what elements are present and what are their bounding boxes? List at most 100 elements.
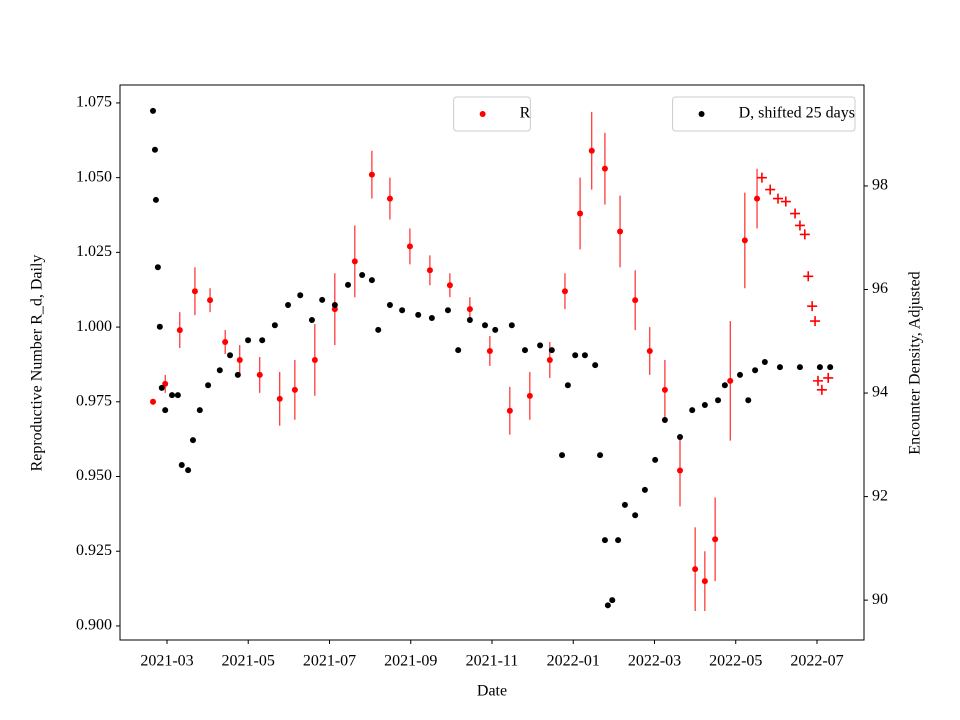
point	[796, 364, 803, 371]
point	[609, 597, 616, 604]
point	[368, 277, 375, 284]
point	[526, 392, 533, 399]
point	[158, 384, 165, 391]
point	[331, 302, 338, 309]
point	[677, 467, 684, 474]
point	[185, 467, 192, 474]
point	[276, 395, 283, 402]
x-tick-label: 2021-03	[140, 653, 193, 670]
y-tick-label: 0.950	[76, 467, 112, 484]
point	[446, 282, 453, 289]
plus-marker	[816, 384, 827, 395]
point	[761, 358, 768, 365]
point	[222, 339, 229, 346]
point	[548, 347, 555, 354]
point	[508, 322, 515, 329]
point	[271, 322, 278, 329]
point	[741, 237, 748, 244]
point	[368, 171, 375, 178]
y-tick-label: 0.975	[76, 392, 112, 409]
point	[297, 292, 304, 299]
plus-marker	[780, 196, 791, 207]
plus-marker	[807, 301, 818, 312]
legend: R	[453, 96, 531, 132]
legend-marker	[479, 111, 486, 117]
point	[426, 267, 433, 274]
point	[559, 452, 566, 459]
point	[428, 314, 435, 321]
point	[178, 462, 185, 469]
plus-marker	[756, 172, 767, 183]
point	[537, 342, 544, 349]
point	[406, 243, 413, 250]
point	[721, 382, 728, 389]
point	[205, 382, 212, 389]
point	[615, 537, 622, 544]
legend-label: R	[520, 105, 531, 122]
point	[641, 486, 648, 493]
point	[689, 407, 696, 414]
y-tick-label: 1.000	[76, 318, 112, 335]
point	[169, 392, 176, 399]
legend-box	[453, 96, 531, 132]
point	[597, 452, 604, 459]
point	[492, 326, 499, 333]
y2-tick-label: 94	[872, 384, 888, 401]
point	[162, 407, 169, 414]
point	[661, 386, 668, 393]
point	[621, 501, 628, 508]
y-tick-label: 1.050	[76, 168, 112, 185]
plus-marker	[810, 316, 821, 327]
x-tick-label: 2021-09	[384, 653, 437, 670]
point	[245, 337, 252, 344]
x-tick-label: 2022-01	[547, 653, 600, 670]
y2-tick-label: 98	[872, 177, 888, 194]
point	[150, 398, 157, 405]
point	[359, 272, 366, 279]
point	[174, 392, 181, 399]
point	[444, 307, 451, 314]
point	[736, 371, 743, 378]
point	[486, 347, 493, 354]
point	[661, 416, 668, 423]
plus-marker	[799, 229, 810, 240]
point	[712, 536, 719, 543]
y-axis-label: Reproductive Number R_d, Daily	[29, 255, 46, 472]
point	[150, 107, 157, 114]
legend: D, shifted 25 days	[672, 96, 856, 132]
x-tick-label: 2022-07	[790, 653, 843, 670]
legend-box	[672, 96, 856, 132]
point	[754, 195, 761, 202]
point	[776, 364, 783, 371]
point	[291, 386, 298, 393]
point	[572, 352, 579, 359]
plot-frame	[119, 84, 865, 641]
point	[617, 228, 624, 235]
point	[311, 356, 318, 363]
y-tick-label: 1.025	[76, 243, 112, 260]
point	[386, 195, 393, 202]
point	[715, 397, 722, 404]
point	[455, 347, 462, 354]
point	[646, 347, 653, 354]
y-tick-label: 0.925	[76, 542, 112, 559]
point	[482, 322, 489, 329]
point	[752, 367, 759, 374]
point	[592, 362, 599, 369]
y2-axis-label: Encounter Density, Adjusted	[907, 271, 924, 454]
point	[351, 258, 358, 265]
point	[308, 317, 315, 324]
point	[285, 302, 292, 309]
y-tick-label: 1.075	[76, 94, 112, 111]
point	[236, 356, 243, 363]
point	[632, 297, 639, 304]
point	[561, 288, 568, 295]
point	[152, 196, 159, 203]
point	[191, 288, 198, 295]
point	[227, 352, 234, 359]
point	[386, 302, 393, 309]
point	[375, 326, 382, 333]
point	[564, 382, 571, 389]
point	[745, 397, 752, 404]
point	[581, 352, 588, 359]
